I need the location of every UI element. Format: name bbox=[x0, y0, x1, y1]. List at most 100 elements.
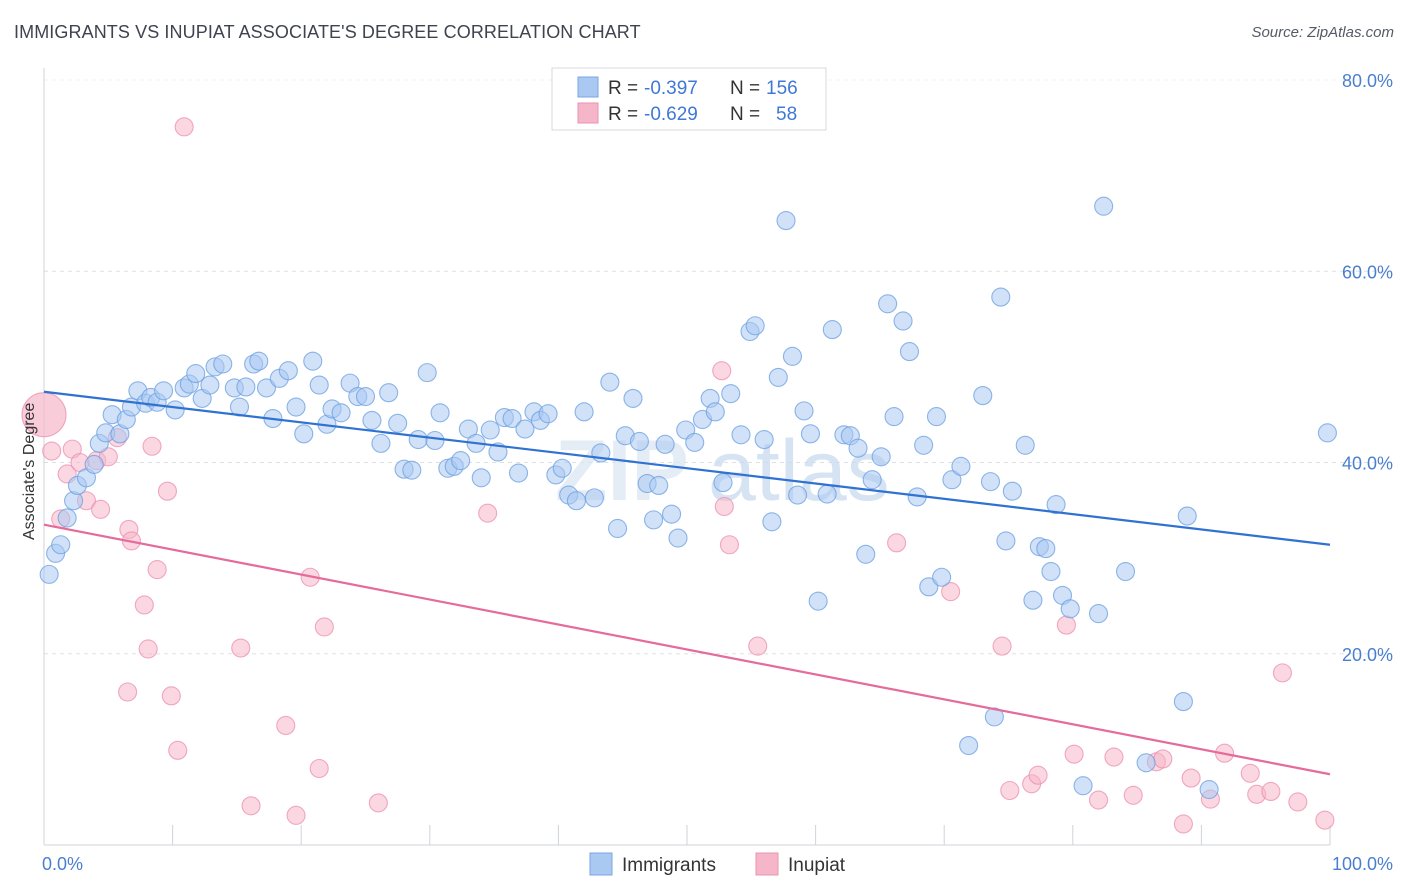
point-immigrants bbox=[788, 485, 808, 505]
point-inupiat bbox=[712, 361, 732, 381]
point-inupiat bbox=[147, 560, 167, 580]
point-immigrants bbox=[731, 425, 751, 445]
point-immigrants bbox=[1046, 495, 1066, 515]
point-immigrants bbox=[186, 364, 206, 384]
point-immigrants bbox=[884, 407, 904, 427]
point-immigrants bbox=[451, 451, 471, 471]
bottom-legend-swatch-immigrants bbox=[589, 852, 613, 876]
point-immigrants bbox=[685, 432, 705, 452]
point-immigrants bbox=[705, 402, 725, 422]
point-immigrants bbox=[1177, 506, 1197, 526]
point-immigrants bbox=[623, 388, 643, 408]
point-immigrants bbox=[914, 435, 934, 455]
point-inupiat bbox=[168, 740, 188, 760]
point-inupiat bbox=[1028, 765, 1048, 785]
point-immigrants bbox=[1199, 779, 1219, 800]
point-immigrants bbox=[278, 361, 298, 381]
point-inupiat bbox=[161, 686, 181, 706]
trend-line-inupiat bbox=[43, 523, 1331, 776]
point-immigrants bbox=[822, 320, 842, 340]
legend-swatch-inupiat bbox=[577, 102, 599, 124]
point-immigrants bbox=[600, 372, 620, 392]
point-immigrants bbox=[794, 401, 814, 421]
point-immigrants bbox=[1173, 692, 1193, 712]
point-immigrants bbox=[303, 351, 323, 371]
point-inupiat bbox=[1272, 663, 1292, 683]
point-immigrants bbox=[991, 287, 1011, 307]
point-immigrants bbox=[984, 707, 1004, 727]
point-immigrants bbox=[508, 463, 529, 483]
point-immigrants bbox=[236, 377, 256, 397]
point-immigrants bbox=[1023, 590, 1043, 610]
point-immigrants bbox=[371, 433, 391, 453]
point-immigrants bbox=[584, 488, 604, 508]
point-immigrants bbox=[862, 470, 882, 490]
point-immigrants bbox=[1094, 196, 1114, 216]
point-inupiat bbox=[138, 639, 158, 659]
point-immigrants bbox=[538, 404, 558, 424]
point-immigrants bbox=[655, 434, 675, 454]
point-immigrants bbox=[566, 491, 586, 511]
point-immigrants bbox=[200, 375, 220, 395]
point-immigrants bbox=[1115, 561, 1136, 582]
point-immigrants bbox=[942, 470, 962, 490]
legend-r-value-1: -0.397 bbox=[644, 78, 698, 99]
legend-n-label-1: N = bbox=[730, 78, 760, 99]
legend-r-label-2: R = bbox=[608, 104, 638, 125]
point-immigrants bbox=[286, 397, 306, 417]
point-immigrants bbox=[294, 424, 314, 444]
point-immigrants bbox=[644, 510, 664, 530]
point-immigrants bbox=[51, 535, 71, 555]
bottom-legend: Immigrants Inupiat bbox=[589, 852, 846, 876]
y-tick-labels: 20.0% 40.0% 60.0% 80.0% bbox=[1342, 71, 1393, 665]
y-tick-label: 20.0% bbox=[1342, 645, 1393, 665]
point-immigrants bbox=[893, 311, 913, 331]
bottom-legend-immigrants: Immigrants bbox=[622, 855, 716, 876]
point-immigrants bbox=[871, 447, 891, 467]
point-immigrants bbox=[379, 383, 399, 403]
point-immigrants bbox=[629, 431, 649, 452]
y-tick-label: 80.0% bbox=[1342, 71, 1393, 91]
point-immigrants bbox=[608, 518, 628, 539]
point-immigrants bbox=[800, 424, 821, 444]
point-inupiat bbox=[231, 638, 251, 658]
point-immigrants bbox=[713, 473, 733, 493]
point-immigrants bbox=[848, 438, 868, 458]
point-inupiat bbox=[748, 636, 768, 656]
point-immigrants bbox=[817, 484, 837, 504]
point-inupiat bbox=[1056, 615, 1076, 635]
legend-n-value-2: 58 bbox=[776, 104, 797, 125]
point-immigrants bbox=[808, 591, 828, 611]
point-inupiat bbox=[368, 793, 388, 813]
source-label: Source: ZipAtlas.com bbox=[1251, 24, 1394, 41]
point-immigrants bbox=[165, 400, 185, 420]
point-immigrants bbox=[502, 408, 522, 429]
trend-line-immigrants bbox=[43, 390, 1331, 546]
point-immigrants bbox=[256, 378, 277, 398]
point-immigrants bbox=[768, 367, 788, 387]
point-inupiat bbox=[1288, 792, 1308, 812]
legend-r-value-2: -0.629 bbox=[644, 104, 698, 125]
legend-swatch-immigrants bbox=[577, 76, 599, 98]
y-axis-label: Associate's Degree bbox=[21, 403, 38, 540]
point-immigrants bbox=[899, 342, 920, 362]
legend-n-label-2: N = bbox=[730, 104, 760, 125]
bottom-legend-inupiat: Inupiat bbox=[788, 855, 846, 876]
x-tick-labels: 0.0% 100.0% bbox=[42, 854, 1393, 874]
point-immigrants bbox=[430, 403, 450, 423]
point-immigrants bbox=[331, 403, 351, 423]
point-immigrants bbox=[39, 564, 59, 584]
point-inupiat bbox=[714, 496, 734, 517]
point-immigrants bbox=[1036, 539, 1056, 559]
legend-n-value-1: 156 bbox=[766, 78, 798, 99]
point-inupiat bbox=[1123, 785, 1143, 805]
point-inupiat bbox=[1315, 810, 1335, 830]
point-immigrants bbox=[776, 211, 796, 231]
point-immigrants bbox=[1136, 753, 1156, 773]
point-inupiat bbox=[1181, 768, 1201, 788]
point-inupiat bbox=[1104, 747, 1124, 767]
point-immigrants bbox=[574, 402, 594, 422]
point-inupiat bbox=[1261, 781, 1281, 802]
point-inupiat bbox=[174, 117, 194, 137]
